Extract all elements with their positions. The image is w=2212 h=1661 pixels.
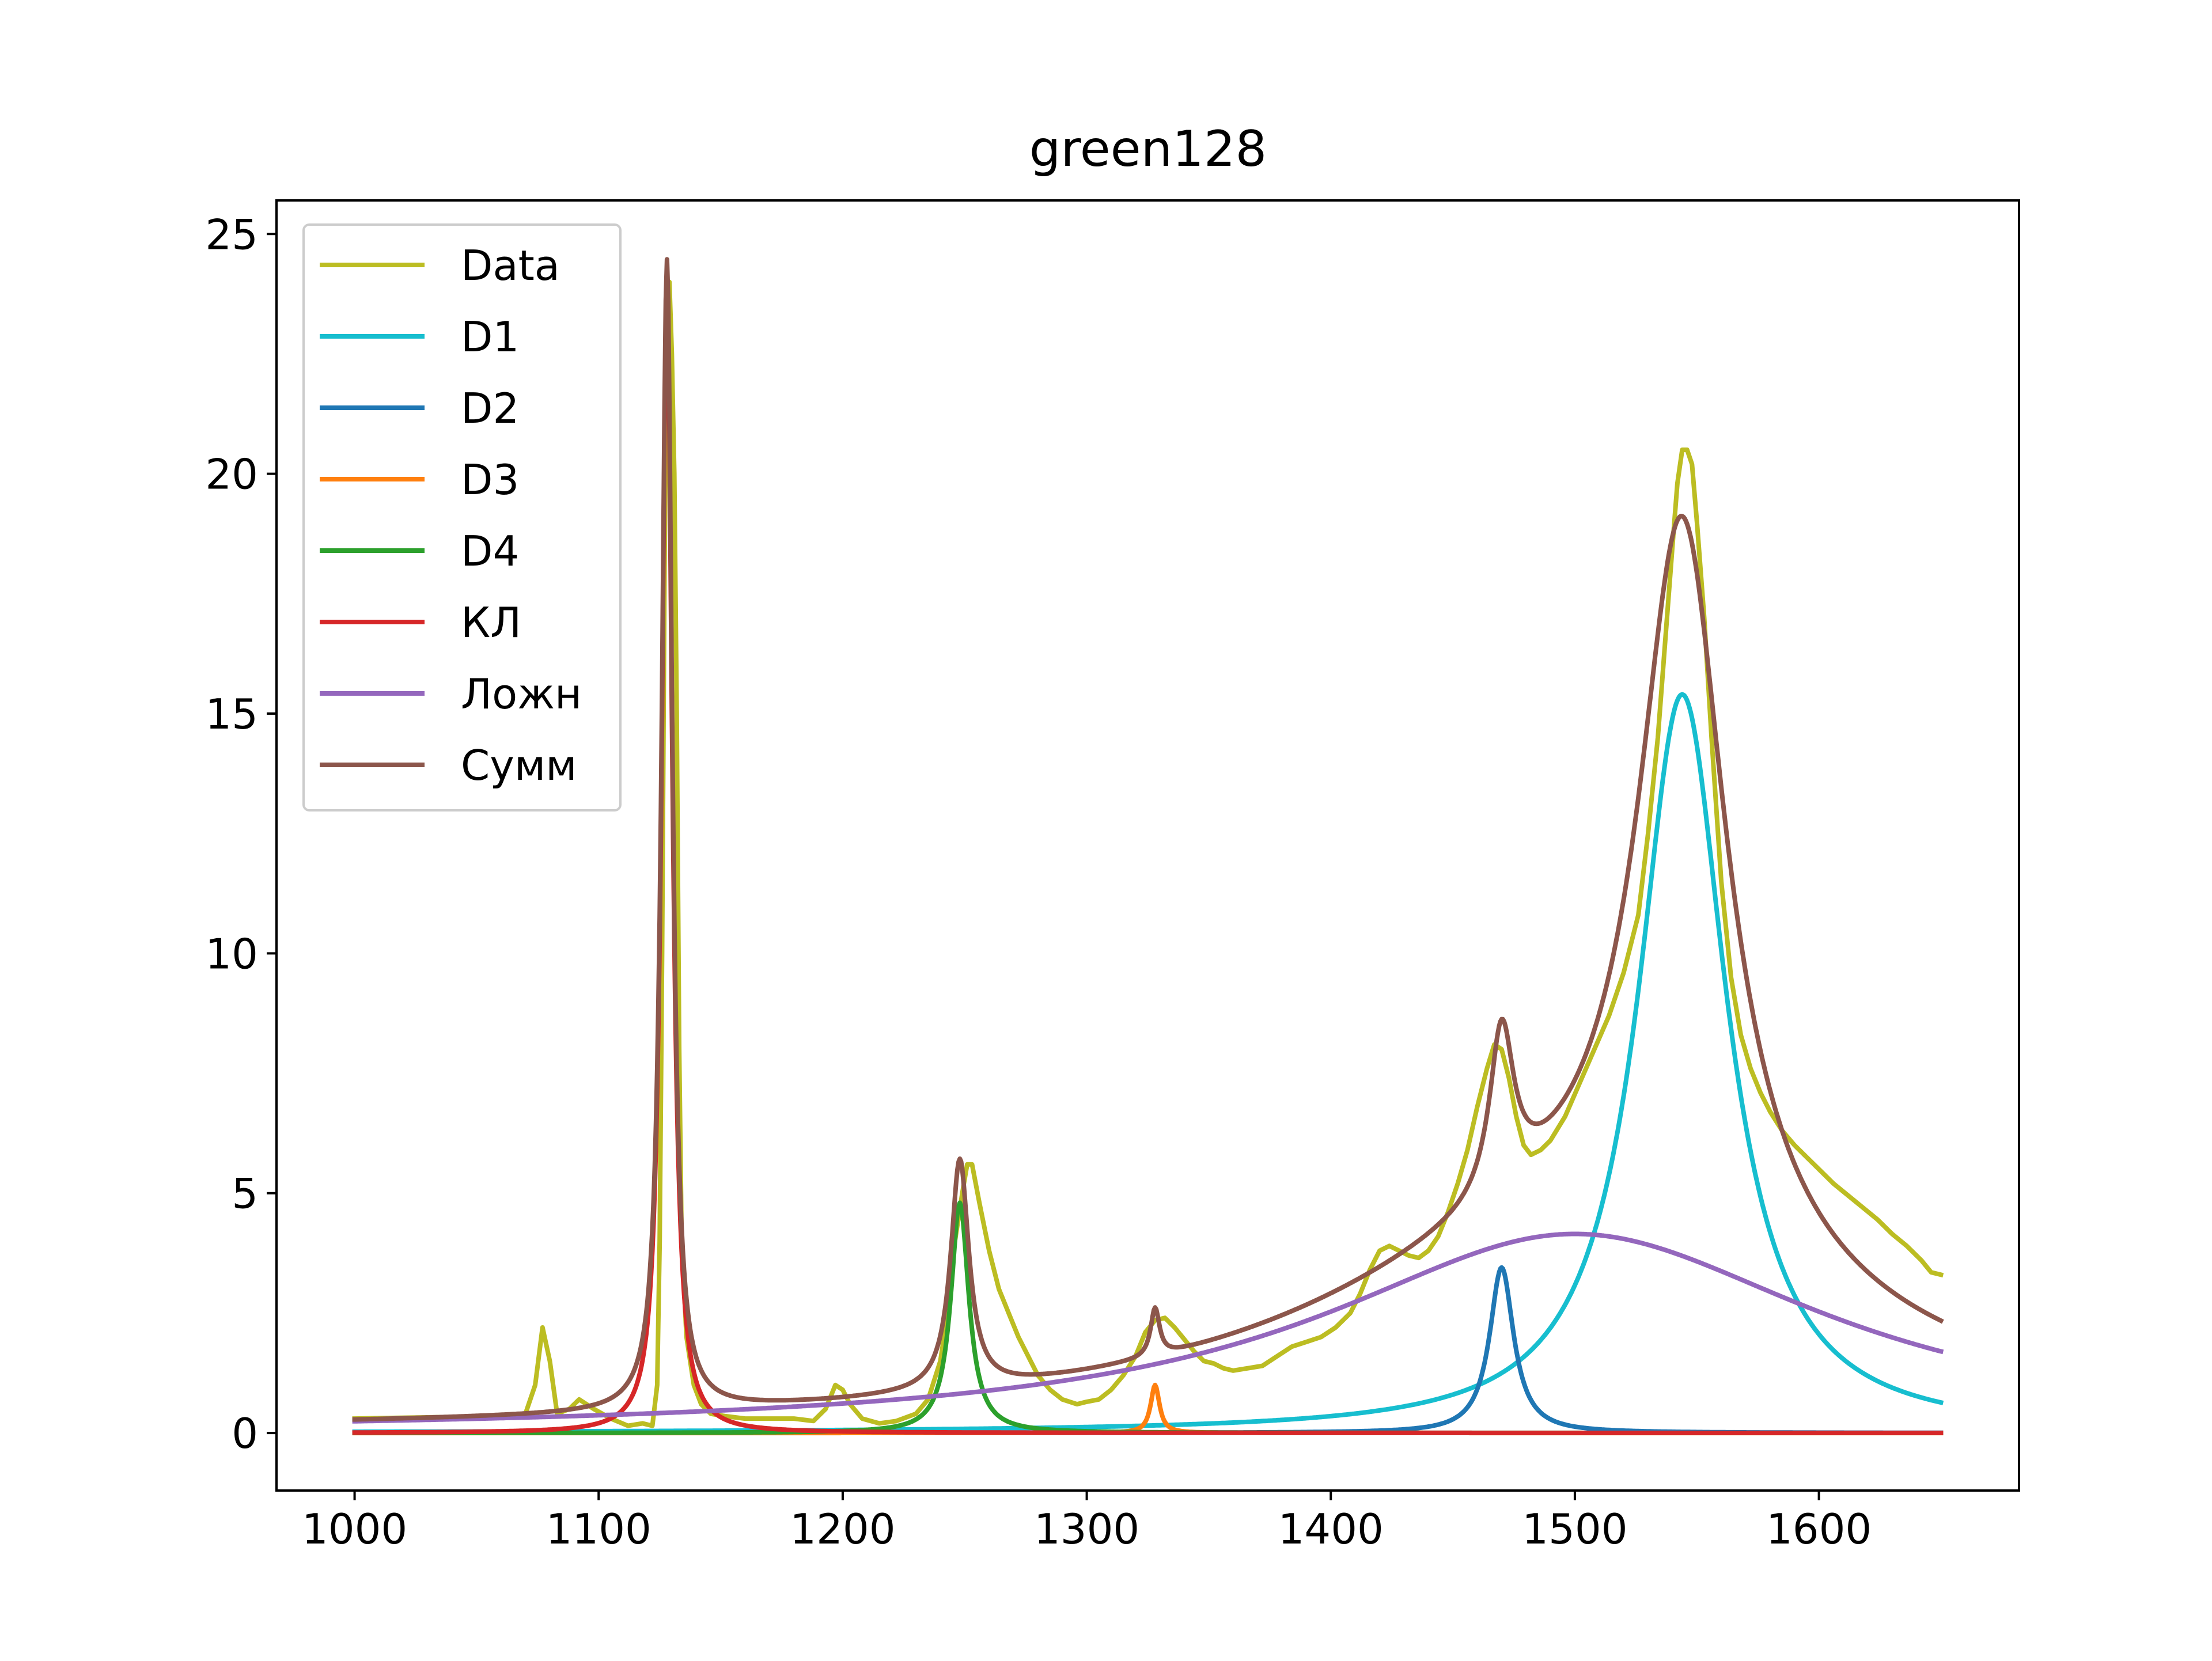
y-tick-label: 10 [205,930,258,978]
legend-label-d4: D4 [461,527,519,575]
x-tick-label: 1300 [1034,1505,1139,1553]
y-tick-label: 20 [205,450,258,499]
x-tick-label: 1200 [790,1505,895,1553]
legend-label-d1: D1 [461,313,519,361]
x-axis: 1000 1100 1200 1300 1400 1500 1600 [302,1491,1872,1553]
x-tick-label: 1000 [302,1505,407,1553]
legend-label-ложн: Ложн [461,670,582,718]
legend-label-сумм: Сумм [461,741,577,790]
legend: Data D1 D2 D3 D4 КЛ Ложн Сумм [302,223,622,811]
axes-frame [275,199,2020,1492]
y-tick-label: 0 [232,1409,258,1458]
y-tick-label: 15 [205,690,258,738]
x-tick-label: 1500 [1522,1505,1627,1553]
legend-label-кл: КЛ [461,598,521,647]
x-tick-label: 1400 [1278,1505,1384,1553]
series-layer [352,257,1944,1436]
legend-label-d3: D3 [461,456,519,504]
series-line-ложн [352,1231,1944,1424]
x-tick-label: 1100 [546,1505,652,1553]
legend-box [302,223,622,811]
series-line-сумм [352,257,1944,1422]
legend-label-d2: D2 [461,384,519,433]
y-axis: 0 5 10 15 20 25 [205,210,276,1458]
y-tick-label: 5 [232,1170,258,1218]
legend-label-data: Data [461,241,560,290]
chart-title: green128 [1029,120,1267,178]
y-tick-label: 25 [205,210,258,259]
x-tick-label: 1600 [1766,1505,1872,1553]
